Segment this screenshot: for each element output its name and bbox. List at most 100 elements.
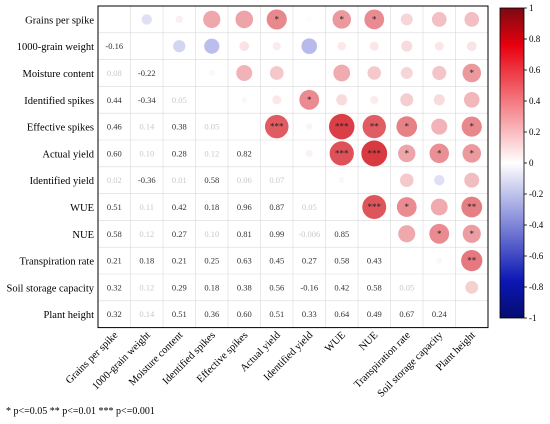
correlation-circle xyxy=(370,95,379,104)
correlation-value: 0.46 xyxy=(107,122,122,132)
correlation-circle xyxy=(433,94,445,106)
correlation-value: -0.006 xyxy=(298,229,320,239)
correlation-circle xyxy=(401,40,413,52)
significance-star: * xyxy=(340,14,345,24)
column-label: NUE xyxy=(357,330,380,353)
significance-star: ** xyxy=(467,256,477,266)
colorbar-tick-label: 1 xyxy=(529,3,534,13)
correlation-circle xyxy=(466,41,477,52)
correlation-value: 0.14 xyxy=(139,122,155,132)
correlation-circle xyxy=(432,65,447,81)
colorbar-tick-label: 0.4 xyxy=(529,96,541,106)
correlation-circle xyxy=(272,42,281,51)
correlation-circle xyxy=(272,95,282,105)
correlation-value: 0.28 xyxy=(172,148,187,158)
correlation-value: 0.18 xyxy=(139,256,154,266)
correlation-circle xyxy=(464,172,480,188)
row-label: Effective spikes xyxy=(27,123,94,134)
row-labels: Grains per spike 1000-grain weight Moistur… xyxy=(7,15,95,321)
row-label: Grains per spike xyxy=(25,15,94,26)
correlation-circle xyxy=(462,144,482,163)
correlation-value: 0.32 xyxy=(107,309,122,319)
correlation-value: 0.21 xyxy=(172,256,187,266)
significance-star: *** xyxy=(368,202,382,212)
correlation-circle xyxy=(338,177,345,184)
colorbar-tick-label: 0.8 xyxy=(529,34,541,44)
correlation-value: 0.10 xyxy=(139,148,154,158)
correlation-circle xyxy=(371,177,377,183)
colorbar-tick-label: -1 xyxy=(529,313,537,323)
column-label: Transpiration rate xyxy=(352,330,413,391)
correlation-value: 0.24 xyxy=(432,309,448,319)
row-label: Moisture content xyxy=(23,69,95,80)
correlation-value: 0.18 xyxy=(204,202,219,212)
correlation-circle xyxy=(361,140,388,167)
colorbar-tick-label: 0.6 xyxy=(529,65,541,75)
correlation-value: 0.58 xyxy=(334,256,349,266)
row-label: WUE xyxy=(70,203,94,214)
correlation-circle xyxy=(332,10,352,29)
correlation-value: 0.96 xyxy=(237,202,252,212)
correlation-circle xyxy=(208,70,215,76)
correlation-value: 0.08 xyxy=(107,68,122,78)
row-label: NUE xyxy=(72,230,94,241)
correlation-value: 0.18 xyxy=(204,282,219,292)
significance-star: ** xyxy=(467,202,477,212)
significance-star: *** xyxy=(335,148,349,158)
correlation-value: 0.82 xyxy=(237,148,252,158)
correlation-value: 0.05 xyxy=(399,282,414,292)
correlation-value: 0.67 xyxy=(399,309,414,319)
correlation-value: 0.14 xyxy=(139,309,155,319)
correlation-value: 0.38 xyxy=(237,282,252,292)
correlation-value: 0.06 xyxy=(237,175,252,185)
column-label: WUE xyxy=(323,330,348,355)
correlation-value: 0.27 xyxy=(302,256,317,266)
correlation-circle xyxy=(461,249,483,272)
correlation-circle xyxy=(333,64,351,82)
significance-star: * xyxy=(437,229,442,239)
correlation-value: 0.60 xyxy=(237,309,252,319)
correlation-circle xyxy=(306,70,312,76)
significance-star: * xyxy=(405,122,410,132)
correlation-value: -0.36 xyxy=(138,175,156,185)
correlation-circle xyxy=(465,281,479,294)
correlation-circle xyxy=(431,118,448,135)
correlation-circle xyxy=(367,66,382,80)
correlation-circle xyxy=(400,67,413,79)
correlation-circle xyxy=(369,41,379,51)
correlation-value: 0.51 xyxy=(172,309,187,319)
correlation-value: 0.11 xyxy=(139,202,154,212)
correlation-value: 0.12 xyxy=(139,229,154,239)
correlation-circle xyxy=(236,64,253,82)
colorbar-gradient xyxy=(499,7,525,319)
correlation-circle xyxy=(462,224,481,243)
significance-star: ** xyxy=(370,122,380,132)
correlation-value: 0.07 xyxy=(269,175,284,185)
correlation-circle xyxy=(436,257,443,264)
heatmap-cells: * * *-0.160.08 -0.22 *0.44 -0.34 0.05 *0.46 0.14… xyxy=(105,9,483,319)
correlation-circle xyxy=(203,10,221,29)
correlation-value: 0.32 xyxy=(107,282,122,292)
correlation-value: 0.51 xyxy=(107,202,122,212)
correlation-circle xyxy=(400,93,414,107)
correlation-value: 0.60 xyxy=(107,148,122,158)
plot-frame xyxy=(97,5,489,329)
correlation-value: 0.58 xyxy=(367,282,382,292)
row-label: Plant height xyxy=(44,310,95,321)
correlation-circle xyxy=(299,89,320,110)
column-label: 1000-grain weight xyxy=(90,330,152,392)
correlation-circle xyxy=(362,195,387,219)
correlation-circle xyxy=(429,143,449,164)
significance-star: * xyxy=(275,14,280,24)
correlation-value: 0.43 xyxy=(367,256,382,266)
significance-star: *** xyxy=(335,122,349,132)
colorbar-tick-label: -0.4 xyxy=(529,220,544,230)
significance-star: * xyxy=(470,122,475,132)
correlation-value: 0.05 xyxy=(172,95,187,105)
row-label: Actual yield xyxy=(42,149,94,160)
correlation-value: 0.27 xyxy=(172,229,187,239)
correlation-circle xyxy=(329,113,355,140)
correlation-circle xyxy=(336,94,348,106)
correlation-circle xyxy=(429,223,450,244)
